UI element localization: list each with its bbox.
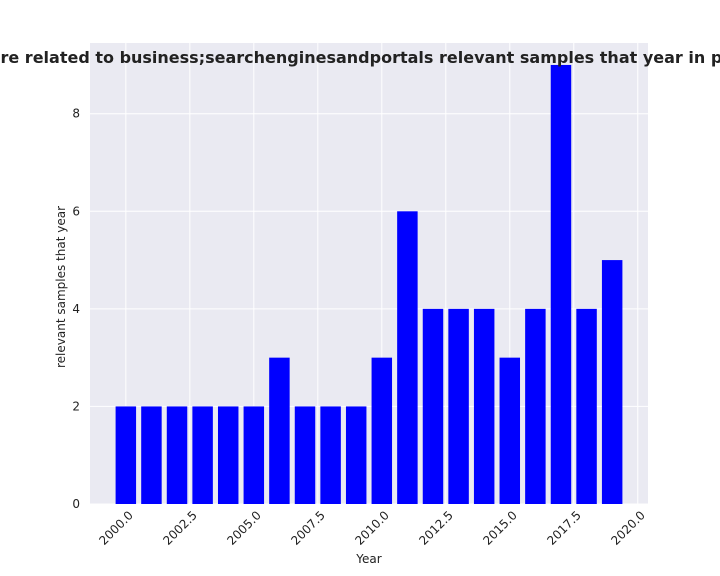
- bar-2009: [345, 406, 367, 504]
- y-tick-labels: 0 2 4 6 8: [72, 107, 80, 511]
- x-tick-label: 2007.5: [288, 508, 328, 548]
- bar-2016: [525, 308, 546, 504]
- y-axis-label: relevant samples that year: [54, 206, 68, 368]
- bars: [115, 64, 623, 505]
- y-tick-label: 4: [72, 302, 80, 316]
- chart-title: Categories are related to business;searc…: [0, 48, 720, 67]
- x-tick-label: 2002.5: [160, 508, 200, 548]
- bar-2006: [269, 357, 290, 504]
- bar-2017: [550, 64, 572, 504]
- y-tick-label: 0: [72, 497, 80, 511]
- bar-2004: [217, 406, 239, 504]
- bar-2010: [371, 357, 393, 504]
- bar-2012: [422, 308, 444, 504]
- x-tick-label: 2017.5: [544, 508, 584, 548]
- x-axis-label: Year: [355, 552, 381, 566]
- bar-2011: [397, 211, 418, 505]
- x-tick-label: 2010.0: [352, 508, 392, 548]
- bar-2003: [192, 406, 213, 504]
- y-tick-label: 2: [72, 399, 80, 413]
- x-tick-label: 2012.5: [416, 508, 456, 548]
- bar-2007: [294, 406, 316, 504]
- bar-2013: [448, 308, 469, 504]
- bar-2008: [320, 406, 341, 504]
- bar-2014: [473, 308, 495, 504]
- bar-2002: [166, 406, 188, 504]
- bar-2000: [115, 406, 137, 504]
- bar-2005: [243, 406, 265, 504]
- x-tick-label: 2005.0: [224, 508, 264, 548]
- x-tick-label: 2020.0: [608, 508, 648, 548]
- x-tick-label: 2015.0: [480, 508, 520, 548]
- bar-2001: [141, 406, 162, 504]
- bar-2019: [601, 260, 623, 504]
- x-tick-label: 2000.0: [96, 508, 136, 548]
- bar-2018: [576, 308, 597, 504]
- y-tick-label: 8: [72, 107, 80, 121]
- y-tick-label: 6: [72, 204, 80, 218]
- x-tick-labels: 2000.0 2002.5 2005.0 2007.5 2010.0 2012.5 2015…: [96, 508, 648, 548]
- bar-2015: [499, 357, 521, 504]
